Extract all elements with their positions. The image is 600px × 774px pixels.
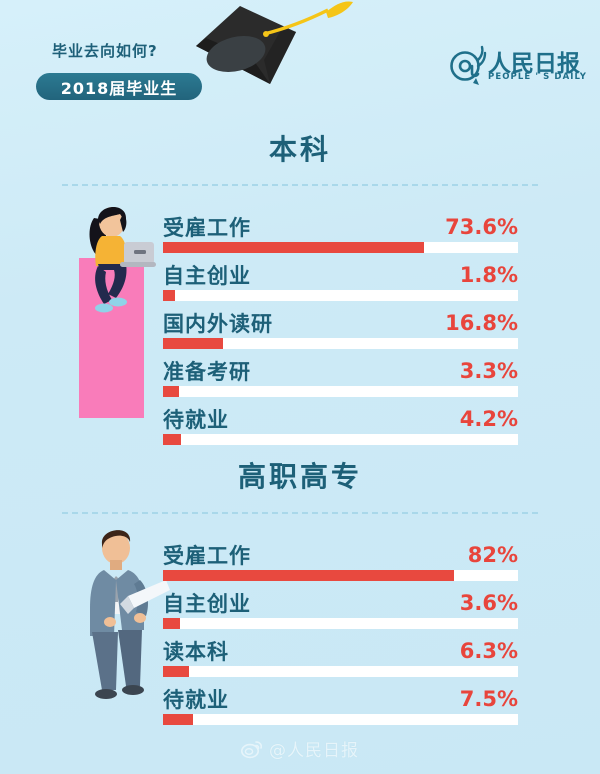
bar-row: 准备考研 3.3%: [163, 356, 518, 404]
bar-row: 自主创业 1.8%: [163, 260, 518, 308]
bar-fill: [163, 570, 455, 581]
bar-row: 自主创业 3.6%: [163, 588, 518, 636]
bar-fill: [163, 338, 223, 349]
bar-value: 4.2%: [459, 407, 518, 431]
header-question: 毕业去向如何?: [52, 42, 158, 60]
man-in-suit-illustration: [90, 530, 170, 699]
bar-track: [163, 618, 518, 629]
bar-row-head: 待就业 7.5%: [163, 684, 518, 714]
bar-value: 73.6%: [445, 215, 518, 239]
section-divider-undergraduate: [62, 184, 538, 186]
bar-value: 16.8%: [445, 311, 518, 335]
bar-track: [163, 434, 518, 445]
bar-row: 读本科 6.3%: [163, 636, 518, 684]
bar-fill: [163, 386, 179, 397]
bar-row-head: 国内外读研 16.8%: [163, 308, 518, 338]
section-title-vocational: 高职高专: [237, 460, 362, 493]
weibo-watermark-text: @人民日报: [269, 741, 359, 761]
bar-label: 准备考研: [163, 360, 251, 384]
bar-label: 自主创业: [163, 264, 251, 288]
bar-label: 受雇工作: [163, 216, 251, 240]
weibo-watermark: @人民日报: [0, 736, 600, 761]
bar-row-head: 自主创业 3.6%: [163, 588, 518, 618]
bar-fill: [163, 714, 194, 725]
bar-label: 读本科: [163, 640, 229, 664]
bar-track: [163, 386, 518, 397]
bar-row: 国内外读研 16.8%: [163, 308, 518, 356]
bar-track: [163, 290, 518, 301]
bar-row-head: 受雇工作 82%: [163, 540, 518, 570]
bar-row-head: 自主创业 1.8%: [163, 260, 518, 290]
bar-row-head: 读本科 6.3%: [163, 636, 518, 666]
pink-pedestal-block: [79, 258, 144, 418]
bar-row-head: 待就业 4.2%: [163, 404, 518, 434]
weibo-icon: [241, 740, 263, 758]
bar-chart-undergraduate: 受雇工作 73.6% 自主创业 1.8% 国内外读研 16.8%: [163, 212, 518, 452]
bar-value: 3.3%: [459, 359, 518, 383]
section-title-undergraduate: 本科: [268, 133, 331, 166]
bar-fill: [163, 434, 182, 445]
bar-row: 待就业 4.2%: [163, 404, 518, 452]
woman-with-laptop-illustration: [89, 206, 156, 313]
at-sign-icon: [450, 45, 487, 85]
header-badge-label: 2018届毕业生: [60, 78, 178, 98]
bar-track: [163, 242, 518, 253]
bar-value: 1.8%: [459, 263, 518, 287]
header-badge: 2018届毕业生: [36, 73, 202, 100]
bar-fill: [163, 666, 189, 677]
bar-value: 82%: [467, 543, 518, 567]
peoples-daily-logo: 人民日报 PEOPLE ' S DAILY: [448, 44, 586, 92]
bar-chart-vocational: 受雇工作 82% 自主创业 3.6% 读本科 6.3%: [163, 540, 518, 732]
bar-row: 受雇工作 73.6%: [163, 212, 518, 260]
bar-row: 待就业 7.5%: [163, 684, 518, 732]
bar-fill: [163, 618, 181, 629]
logo-name-en: PEOPLE ' S DAILY: [488, 72, 587, 82]
bar-track: [163, 570, 518, 581]
bar-fill: [163, 290, 176, 301]
bar-track: [163, 714, 518, 725]
section-divider-vocational: [62, 512, 538, 514]
bar-label: 受雇工作: [163, 544, 251, 568]
bar-row-head: 准备考研 3.3%: [163, 356, 518, 386]
logo-name-cn: 人民日报: [488, 51, 580, 77]
bar-row: 受雇工作 82%: [163, 540, 518, 588]
bar-label: 待就业: [163, 688, 229, 712]
bar-track: [163, 338, 518, 349]
bar-value: 7.5%: [459, 687, 518, 711]
bar-label: 待就业: [163, 408, 229, 432]
bar-row-head: 受雇工作 73.6%: [163, 212, 518, 242]
bar-value: 3.6%: [459, 591, 518, 615]
bar-label: 国内外读研: [163, 312, 273, 336]
bar-value: 6.3%: [459, 639, 518, 663]
bar-fill: [163, 242, 425, 253]
graduation-cap-icon: [196, 1, 353, 84]
bar-label: 自主创业: [163, 592, 251, 616]
bar-track: [163, 666, 518, 677]
